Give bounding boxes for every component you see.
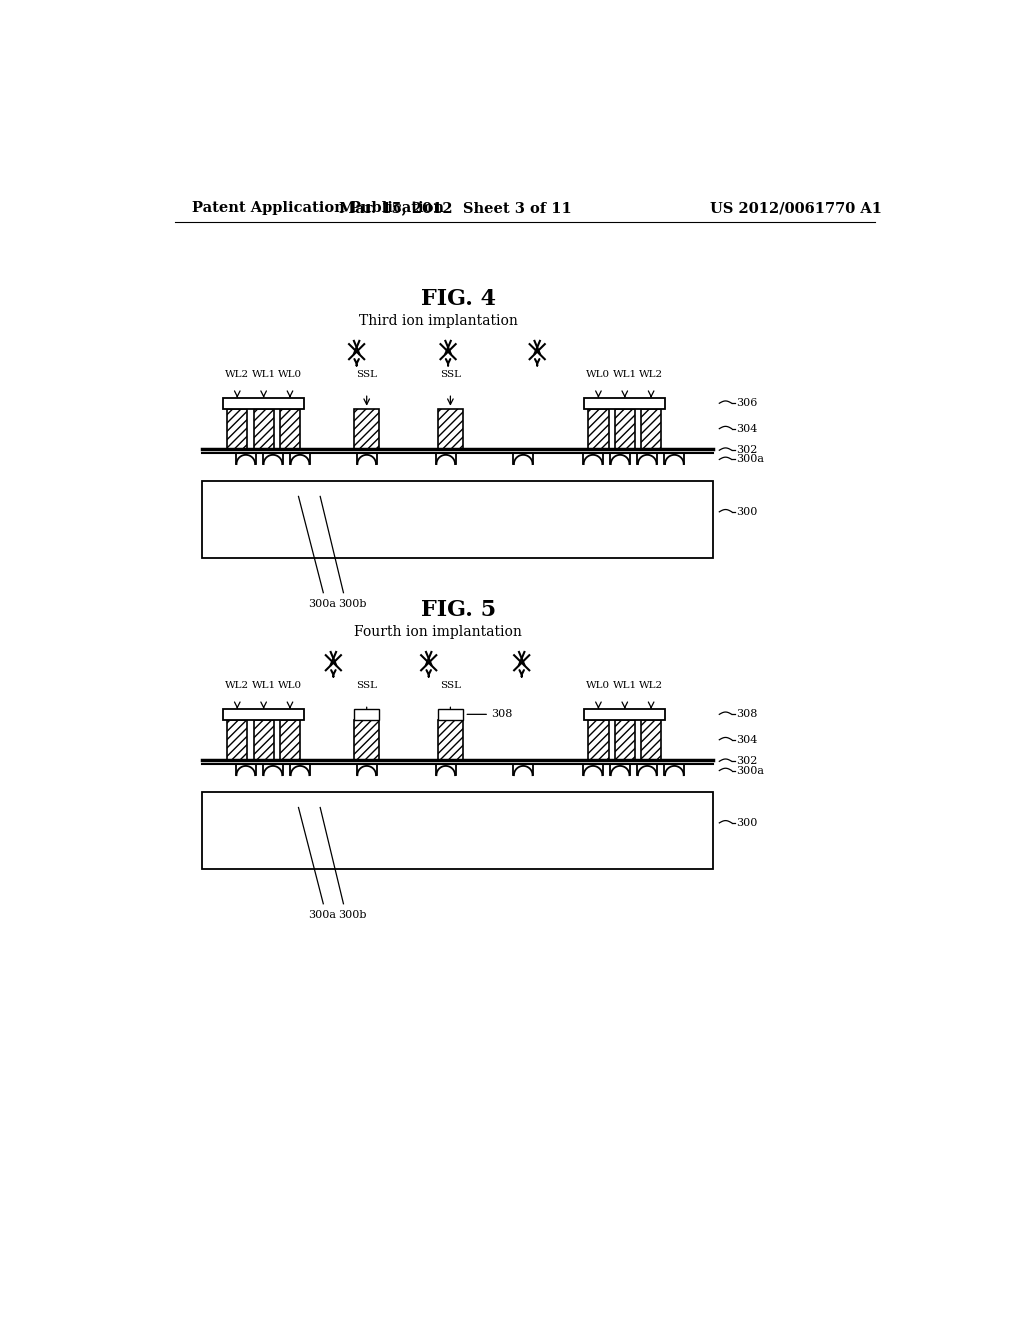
Bar xyxy=(254,719,273,760)
Text: WL2: WL2 xyxy=(225,681,249,690)
Text: 308: 308 xyxy=(736,709,758,719)
Bar xyxy=(354,709,379,719)
Text: 302: 302 xyxy=(736,445,758,455)
Bar xyxy=(438,719,463,760)
Bar xyxy=(223,397,304,409)
Text: 300a: 300a xyxy=(308,909,336,920)
Bar xyxy=(202,480,713,558)
Text: WL0: WL0 xyxy=(587,681,610,690)
Text: Mar. 15, 2012  Sheet 3 of 11: Mar. 15, 2012 Sheet 3 of 11 xyxy=(339,202,571,215)
Text: 300: 300 xyxy=(736,818,758,828)
Text: SSL: SSL xyxy=(440,681,461,690)
Bar xyxy=(585,709,665,719)
Text: SSL: SSL xyxy=(356,371,377,379)
Text: FIG. 4: FIG. 4 xyxy=(422,288,497,310)
Text: WL1: WL1 xyxy=(252,681,275,690)
Bar xyxy=(585,397,665,409)
Bar xyxy=(438,709,463,719)
Bar xyxy=(614,409,635,449)
Text: WL1: WL1 xyxy=(252,371,275,379)
Text: FIG. 5: FIG. 5 xyxy=(421,599,497,622)
Text: 300a: 300a xyxy=(308,599,336,609)
Text: 306: 306 xyxy=(736,399,758,408)
Bar xyxy=(641,719,662,760)
Bar xyxy=(641,409,662,449)
Text: US 2012/0061770 A1: US 2012/0061770 A1 xyxy=(710,202,882,215)
Text: 300b: 300b xyxy=(339,599,367,609)
Bar xyxy=(280,719,300,760)
Bar xyxy=(254,409,273,449)
Bar xyxy=(354,719,379,760)
Text: 304: 304 xyxy=(736,735,758,744)
Bar xyxy=(202,792,713,869)
Text: WL2: WL2 xyxy=(639,681,664,690)
Text: WL0: WL0 xyxy=(278,681,302,690)
Text: SSL: SSL xyxy=(440,371,461,379)
Text: 300a: 300a xyxy=(736,454,764,465)
Text: 302: 302 xyxy=(736,756,758,767)
Text: WL2: WL2 xyxy=(639,371,664,379)
Text: 300a: 300a xyxy=(736,766,764,776)
Text: WL1: WL1 xyxy=(612,371,637,379)
Text: Patent Application Publication: Patent Application Publication xyxy=(191,202,443,215)
Text: 308: 308 xyxy=(490,709,512,719)
Text: WL0: WL0 xyxy=(587,371,610,379)
Text: WL2: WL2 xyxy=(225,371,249,379)
Text: WL0: WL0 xyxy=(278,371,302,379)
Bar xyxy=(438,409,463,449)
Text: Fourth ion implantation: Fourth ion implantation xyxy=(354,624,522,639)
Text: 300: 300 xyxy=(736,507,758,517)
Bar xyxy=(223,709,304,719)
Bar xyxy=(227,719,248,760)
Bar xyxy=(280,409,300,449)
Bar xyxy=(227,409,248,449)
Bar xyxy=(589,719,608,760)
Bar xyxy=(589,409,608,449)
Text: 300b: 300b xyxy=(339,909,367,920)
Text: WL1: WL1 xyxy=(612,681,637,690)
Bar xyxy=(614,719,635,760)
Text: 304: 304 xyxy=(736,424,758,434)
Bar xyxy=(354,409,379,449)
Text: Third ion implantation: Third ion implantation xyxy=(358,314,517,327)
Text: SSL: SSL xyxy=(356,681,377,690)
